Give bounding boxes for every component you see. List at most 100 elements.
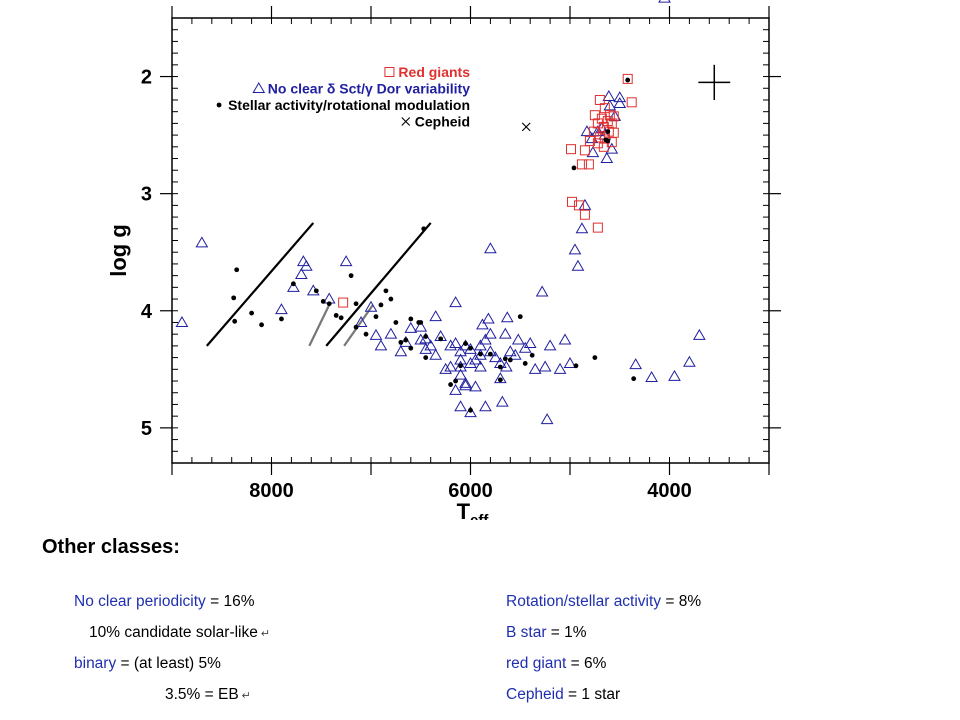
point-dot <box>313 288 319 294</box>
point-dot <box>232 318 238 324</box>
point-triangle <box>503 345 517 357</box>
y-tick-label: 5 <box>141 418 152 440</box>
point-dot <box>416 320 422 325</box>
x-tick-label: 6000 <box>448 480 493 502</box>
note-key: Cepheid <box>506 686 564 703</box>
y-tick-label: 3 <box>141 184 152 206</box>
point-triangle <box>563 356 577 368</box>
point-dot <box>502 356 508 362</box>
point-triangle <box>414 333 428 345</box>
point-triangle <box>454 345 467 357</box>
point-triangle <box>535 285 549 297</box>
point-triangle <box>523 337 537 349</box>
point-dot <box>259 322 264 328</box>
point-triangle <box>454 400 467 412</box>
point-triangle <box>484 327 497 339</box>
point-dot <box>497 364 503 370</box>
note-left-3: binary = (at least) 5% <box>74 655 221 673</box>
point-dot <box>234 267 240 273</box>
point-triangle <box>586 146 600 158</box>
x-axis-title: Teff <box>457 499 490 520</box>
point-square <box>583 159 594 170</box>
note-value: = (at least) 5% <box>116 655 221 672</box>
point-square <box>602 116 613 127</box>
point-triangle <box>482 312 495 324</box>
point-triangle <box>195 236 209 248</box>
point-square <box>589 110 600 121</box>
point-dot <box>378 302 384 308</box>
point-triangle <box>459 339 472 351</box>
point-square <box>565 144 576 155</box>
point-triangle <box>299 259 313 271</box>
point-dot <box>249 310 255 316</box>
plot-frame <box>171 17 770 464</box>
point-dot <box>522 361 528 366</box>
point-triangle <box>479 333 492 345</box>
point-dot <box>631 376 637 382</box>
point-triangle <box>419 342 433 354</box>
point-triangle <box>354 315 368 327</box>
point-dot <box>338 315 344 321</box>
point-dot <box>326 301 332 307</box>
point-triangle <box>528 362 542 374</box>
point-dot <box>497 377 503 383</box>
legend-label: No clear δ Sct/γ Dor variability <box>268 81 470 97</box>
point-dot <box>488 351 493 357</box>
point-dot <box>453 378 458 384</box>
point-triangle <box>484 242 497 254</box>
point-triangle <box>571 259 585 271</box>
point-triangle <box>275 303 288 315</box>
return-icon: ↵ <box>260 628 271 640</box>
point-dot <box>478 351 483 357</box>
point-triangle <box>489 351 502 363</box>
point-square <box>592 118 603 129</box>
point-dot <box>448 382 453 387</box>
point-dot <box>348 273 354 279</box>
point-square <box>592 138 603 149</box>
point-dot <box>353 324 359 330</box>
point-dot <box>423 334 429 339</box>
y-axis-title: log g <box>106 224 131 277</box>
point-triangle <box>474 339 487 351</box>
note-value: = 8% <box>661 593 702 610</box>
point-triangle <box>464 406 477 418</box>
point-triangle <box>629 358 643 370</box>
legend-marker-triangle <box>252 82 266 93</box>
point-dot <box>605 138 611 144</box>
point-triangle <box>464 356 477 368</box>
point-triangle <box>495 395 509 407</box>
point-dot <box>333 313 339 318</box>
point-triangle <box>575 222 589 234</box>
point-triangle <box>543 339 557 351</box>
point-dot <box>383 288 389 294</box>
point-dot <box>393 320 399 325</box>
point-triangle <box>692 328 706 340</box>
point-triangle <box>424 339 438 351</box>
note-value: 3.5% = EB <box>165 686 239 703</box>
point-triangle <box>600 152 614 164</box>
point-dot <box>423 355 429 361</box>
point-dot <box>625 77 631 83</box>
legend-label: Red giants <box>398 64 470 80</box>
point-triangle <box>474 348 487 360</box>
x-tick-label: 8000 <box>249 480 294 502</box>
point-triangle <box>464 342 477 354</box>
point-dot <box>529 352 535 358</box>
instability-strip-line <box>325 222 432 347</box>
point-dot <box>408 345 414 351</box>
point-dot <box>468 407 473 413</box>
note-key: binary <box>74 655 117 672</box>
point-triangle <box>364 300 378 312</box>
point-dot <box>421 226 427 232</box>
point-triangle <box>558 333 572 345</box>
legend-label: Cepheid <box>415 114 470 130</box>
point-triangle <box>658 0 671 3</box>
point-dot <box>468 345 473 351</box>
point-square <box>576 159 587 170</box>
point-triangle <box>459 379 472 391</box>
point-triangle <box>508 348 522 360</box>
point-triangle <box>613 96 627 108</box>
point-dot <box>231 295 237 301</box>
